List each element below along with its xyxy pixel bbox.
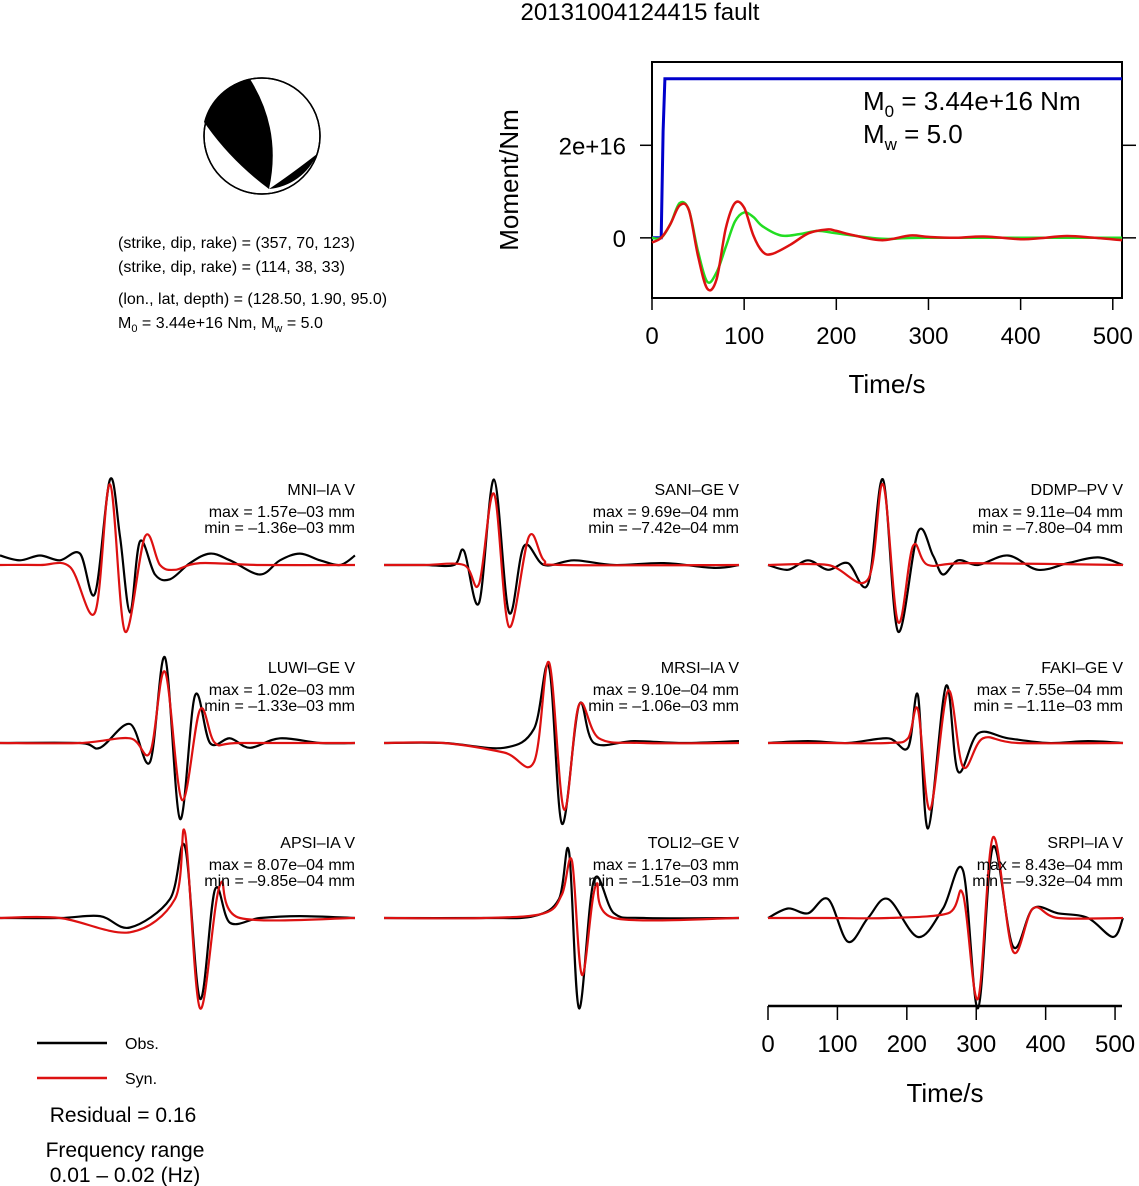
moment-xtick-label: 200	[816, 323, 856, 350]
moment-axes: 0 100 200 300 400 500 0 2e+16	[559, 133, 1136, 350]
obs-trace	[383, 663, 740, 825]
station-max: max = 8.07e–04 mm	[209, 857, 355, 874]
syn-trace	[0, 483, 356, 633]
waveform-xtick-label: 400	[1026, 1031, 1066, 1058]
syn-trace	[768, 836, 1124, 1001]
syn-trace	[383, 857, 740, 977]
station-name: LUWI–GE V	[268, 660, 355, 677]
beachball-compression-north	[204, 79, 273, 189]
beachball	[203, 77, 321, 195]
station-max: max = 7.55e–04 mm	[977, 682, 1123, 699]
syn-trace	[383, 492, 740, 628]
m0-label: M0 = 3.44e+16 Nm	[863, 86, 1081, 121]
moment-xtick-label: 0	[645, 323, 658, 350]
syn-trace	[383, 661, 740, 811]
station-name: DDMP–PV V	[1031, 482, 1124, 499]
station-max: max = 1.17e–03 mm	[593, 857, 739, 874]
station-name: FAKI–GE V	[1041, 660, 1123, 677]
station-min: min = –1.33e–03 mm	[204, 698, 355, 715]
station-min: min = –1.11e–03 mm	[973, 698, 1123, 715]
station-max: max = 9.10e–04 mm	[593, 682, 739, 699]
station-name: MRSI–IA V	[661, 660, 740, 677]
moment-xlabel: Time/s	[848, 369, 925, 399]
waveform-xtick-label: 500	[1095, 1031, 1135, 1058]
station-name: SRPI–IA V	[1047, 835, 1123, 852]
moment-xtick-label: 300	[908, 323, 948, 350]
moment-series-2	[651, 200, 1123, 292]
moment-series-group	[651, 77, 1123, 292]
waveform-xtick-label: 100	[817, 1031, 857, 1058]
station-name: MNI–IA V	[287, 482, 355, 499]
syn-trace	[0, 670, 355, 802]
station-min: min = –9.32e–04 mm	[972, 873, 1123, 890]
waveform-xtick-label: 200	[887, 1031, 927, 1058]
syn-trace	[768, 689, 1124, 811]
moment-ytick-label: 0	[613, 226, 626, 253]
station-max: max = 8.43e–04 mm	[977, 857, 1123, 874]
moment-ytick-label: 2e+16	[559, 133, 626, 160]
freq-range-value: 0.01 – 0.02 (Hz)	[50, 1164, 201, 1186]
waveform-xlabel: Time/s	[906, 1078, 983, 1108]
obs-trace	[767, 478, 1124, 633]
legend-obs-label: Obs.	[125, 1036, 159, 1053]
moment-summary-text: M0 = 3.44e+16 Nm, Mw = 5.0	[118, 315, 323, 335]
waveform-xtick-label: 300	[956, 1031, 996, 1058]
waveform-xtick-label: 0	[761, 1031, 774, 1058]
obs-trace	[383, 478, 740, 615]
station-name: TOLI2–GE V	[648, 835, 740, 852]
location-text: (lon., lat, depth) = (128.50, 1.90, 95.0…	[118, 291, 387, 308]
syn-trace	[767, 483, 1124, 624]
station-min: min = –7.42e–04 mm	[588, 520, 739, 537]
station-max: max = 9.69e–04 mm	[593, 504, 739, 521]
moment-xtick-label: 500	[1093, 323, 1133, 350]
moment-plot-frame	[651, 61, 1123, 299]
moment-xtick-label: 400	[1001, 323, 1041, 350]
syn-trace	[0, 828, 356, 1010]
figure-title: 20131004124415 fault	[521, 0, 760, 26]
moment-ylabel: Moment/Nm	[494, 109, 524, 251]
obs-trace	[0, 477, 356, 614]
plane1-text: (strike, dip, rake) = (357, 70, 123)	[118, 235, 355, 252]
station-max: max = 9.11e–04 mm	[978, 504, 1123, 521]
plane2-text: (strike, dip, rake) = (114, 38, 33)	[118, 259, 345, 276]
station-max: max = 1.02e–03 mm	[209, 682, 355, 699]
station-min: min = –9.85e–04 mm	[204, 873, 355, 890]
station-max: max = 1.57e–03 mm	[209, 504, 355, 521]
station-min: min = –1.36e–03 mm	[204, 520, 355, 537]
station-min: min = –7.80e–04 mm	[972, 520, 1123, 537]
freq-range-title: Frequency range	[46, 1139, 205, 1162]
residual-text: Residual = 0.16	[50, 1104, 197, 1127]
station-name: APSI–IA V	[280, 835, 355, 852]
waveform-time-axis: 0 100 200 300 400 500	[761, 1004, 1135, 1058]
station-min: min = –1.06e–03 mm	[588, 698, 739, 715]
moment-xtick-label: 100	[724, 323, 764, 350]
station-name: SANI–GE V	[655, 482, 740, 499]
legend-syn-label: Syn.	[125, 1071, 157, 1088]
obs-trace	[767, 845, 1125, 1010]
legend: Obs. Syn.	[37, 1036, 159, 1088]
mw-label: Mw = 5.0	[863, 119, 963, 154]
station-min: min = –1.51e–03 mm	[588, 873, 739, 890]
